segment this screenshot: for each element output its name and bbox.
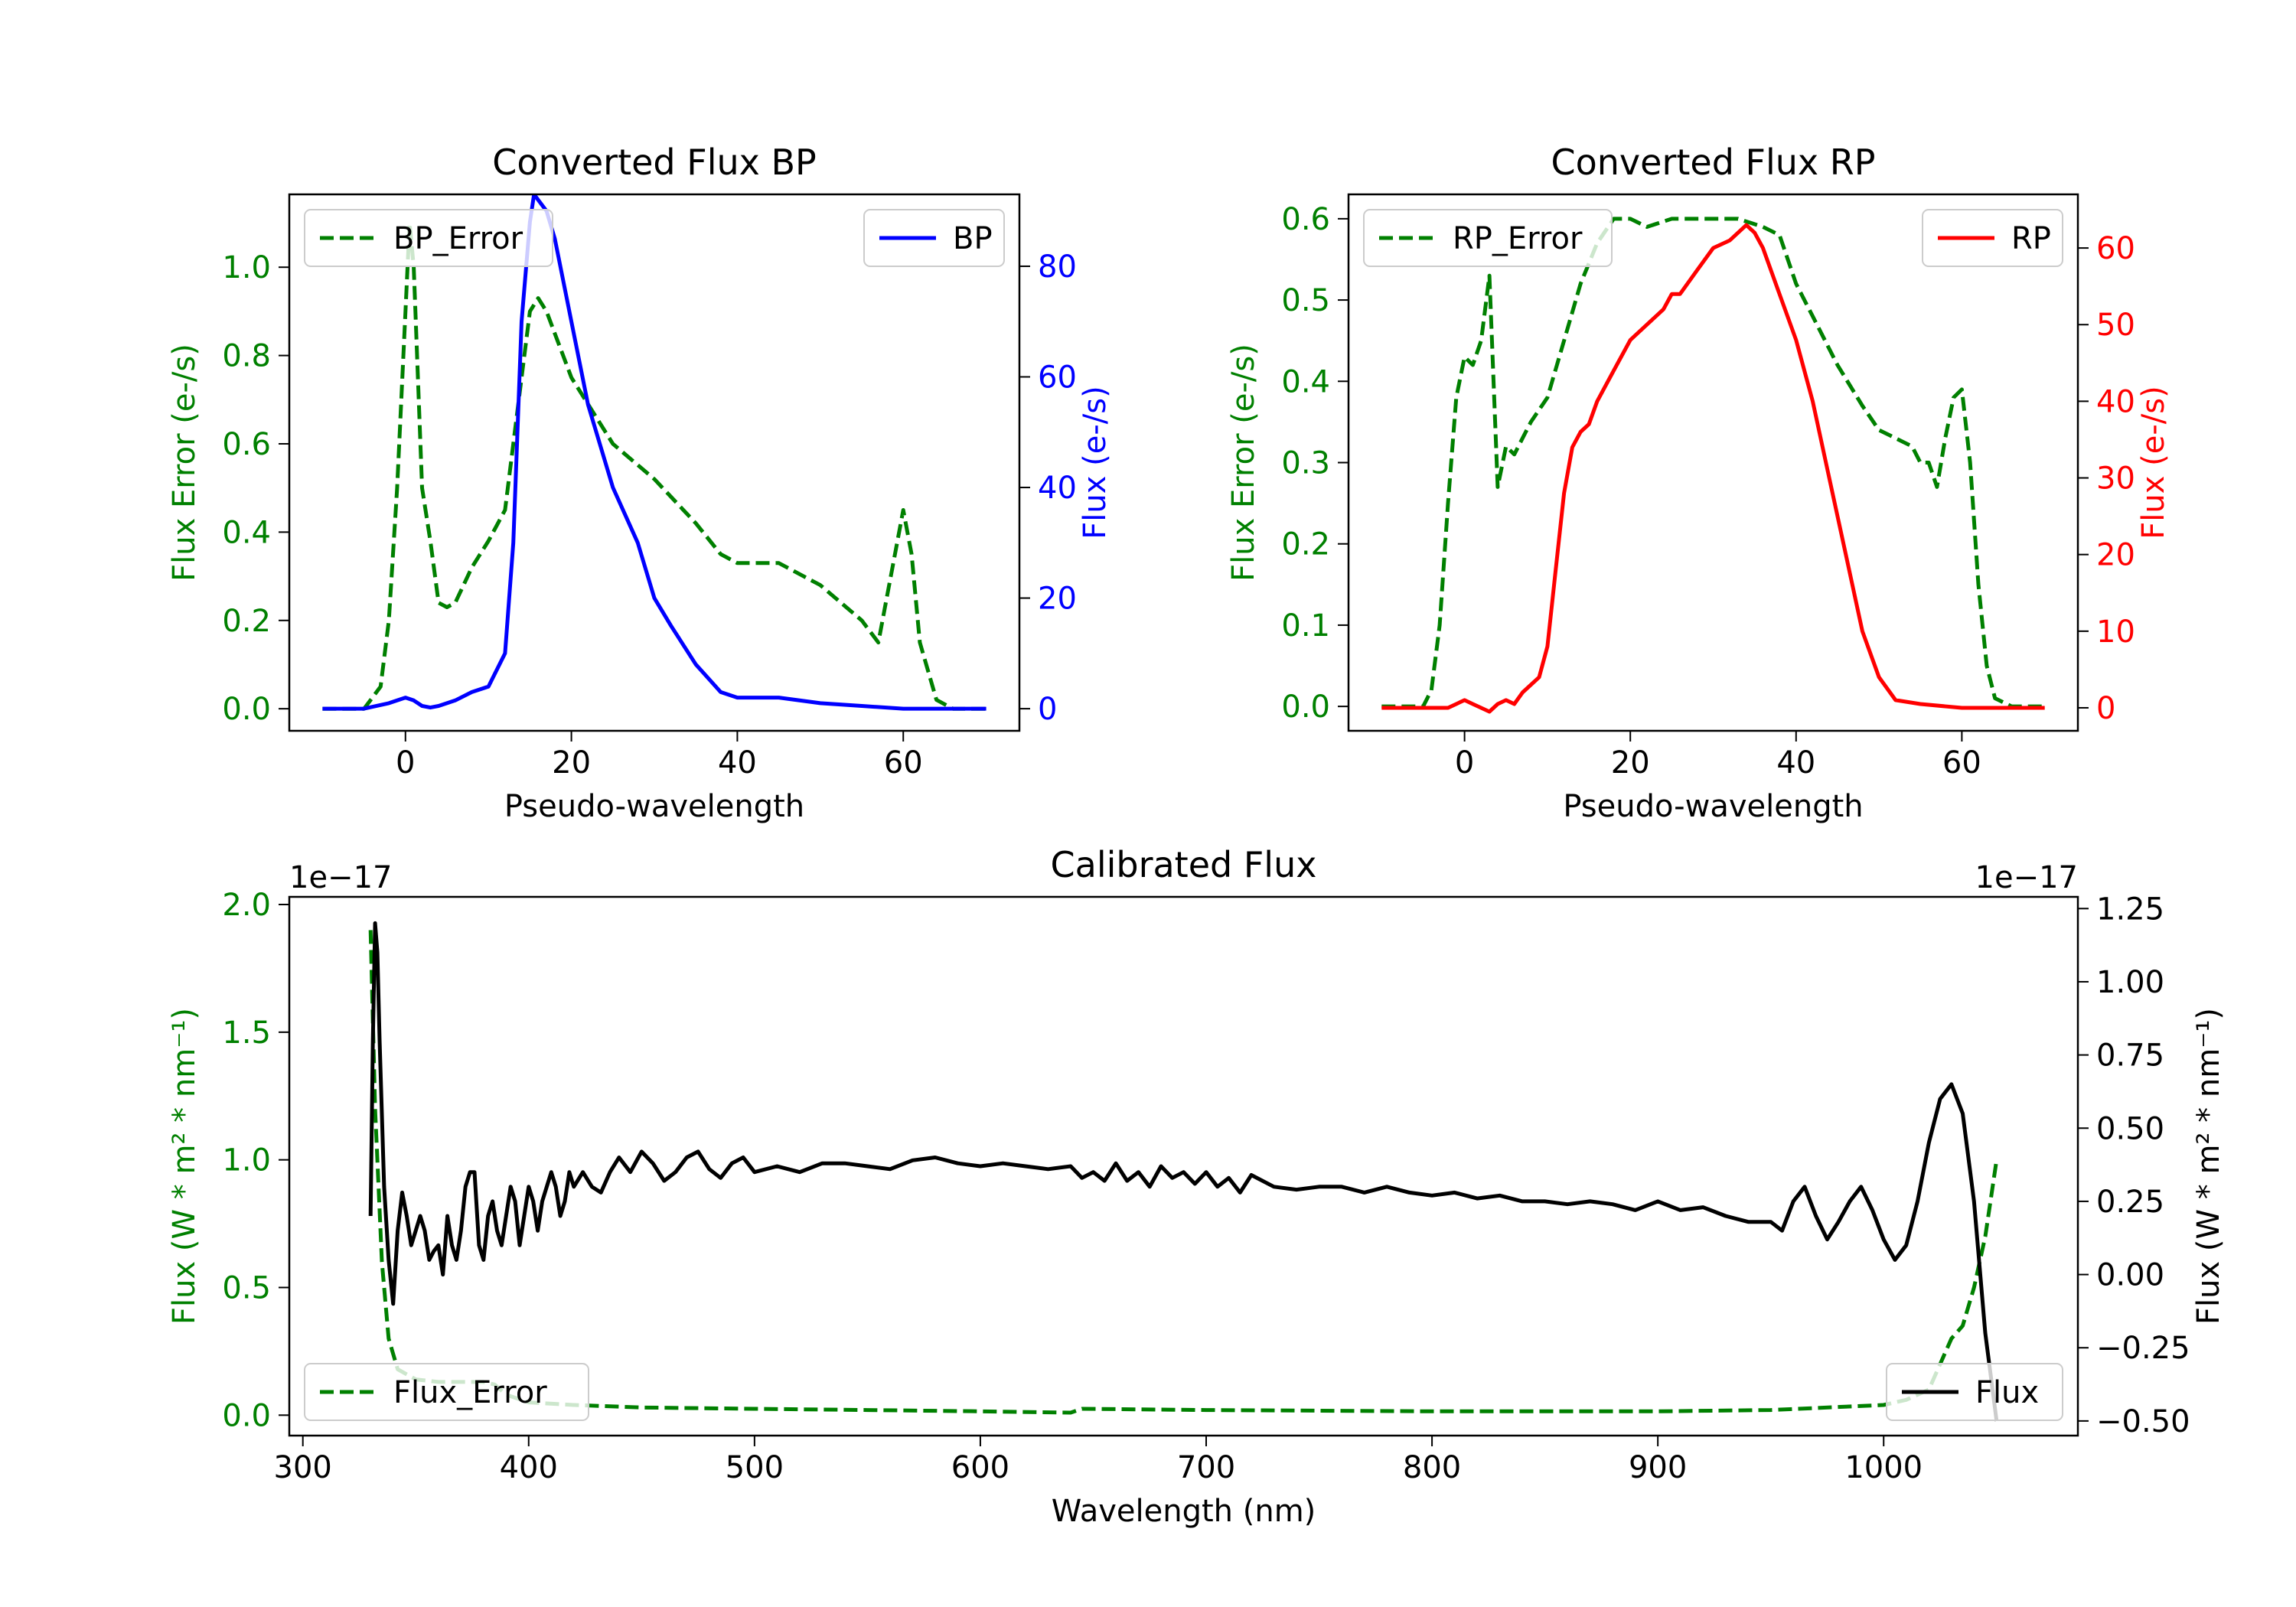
- x-tick-label: 0: [1455, 745, 1474, 781]
- y-right-tick-label: 60: [1038, 360, 1077, 395]
- plot-frame: [288, 895, 2079, 1437]
- x-tick-label: 1000: [1844, 1450, 1923, 1485]
- y-left-tick-label: 2.0: [222, 888, 271, 923]
- chart-title: Converted Flux BP: [492, 142, 817, 183]
- y-left-tick-label: 0.2: [222, 604, 271, 639]
- y-left-tick-label: 0.5: [1281, 283, 1330, 318]
- y-right-tick-label: 0.00: [2096, 1258, 2164, 1293]
- y-right-axis-label: Flux (W * m² * nm⁻¹): [2191, 1008, 2226, 1325]
- x-tick-label: 900: [1629, 1450, 1687, 1485]
- y-left-tick-label: 0.5: [222, 1270, 271, 1305]
- legend-box: [1886, 1363, 2063, 1421]
- y-right-tick-label: 1.00: [2096, 965, 2164, 1000]
- y-left-tick-label: 0.6: [222, 427, 271, 462]
- y-left-tick-label: 1.0: [222, 1143, 271, 1178]
- x-tick-label: 500: [726, 1450, 784, 1485]
- x-tick-label: 60: [884, 745, 923, 781]
- x-tick-label: 400: [500, 1450, 558, 1485]
- legend-label: BP: [953, 221, 993, 256]
- legend-label: BP_Error: [393, 221, 523, 256]
- series-line-bp: [322, 194, 987, 711]
- chart-title: Calibrated Flux: [1051, 844, 1317, 885]
- y-right-tick-label: −0.25: [2096, 1331, 2190, 1366]
- y-left-tick-label: 0.2: [1281, 527, 1330, 562]
- y-right-tick-label: 0.50: [2096, 1111, 2164, 1146]
- x-tick-label: 20: [1611, 745, 1650, 781]
- y-right-tick-label: −0.50: [2096, 1404, 2190, 1439]
- y-left-tick-label: 0.0: [222, 1398, 271, 1433]
- y-right-tick-label: 30: [2096, 461, 2135, 497]
- legend-box: [304, 209, 553, 267]
- y-right-tick-label: 0.25: [2096, 1185, 2164, 1220]
- legend-box: [304, 1363, 589, 1421]
- x-tick-label: 60: [1942, 745, 1981, 781]
- y-left-tick-label: 0.4: [1281, 364, 1330, 399]
- x-tick-label: 0: [396, 745, 415, 781]
- series-line-rp-error: [1381, 217, 2045, 709]
- y-right-tick-label: 40: [1038, 471, 1077, 506]
- series-line-flux: [368, 921, 1999, 1422]
- y-right-tick-label: 0: [1038, 692, 1057, 727]
- legend-bp-error: BP_Error: [304, 209, 553, 267]
- y-left-tick-label: 1.0: [222, 250, 271, 285]
- series-line-rp: [1381, 223, 2045, 714]
- y-left-tick-label: 0.0: [222, 692, 271, 727]
- legend-label: RP_Error: [1453, 221, 1583, 256]
- y-right-tick-label: 50: [2096, 308, 2135, 343]
- y-left-tick-label: 0.1: [1281, 608, 1330, 644]
- legend-rp: RP: [1922, 209, 2063, 267]
- y-right-axis-label: Flux (e-/s): [2136, 386, 2171, 539]
- y-right-tick-label: 1.25: [2096, 892, 2164, 927]
- chart-title: Converted Flux RP: [1551, 142, 1876, 183]
- y-right-tick-label: 10: [2096, 614, 2135, 650]
- y-right-tick-label: 0: [2096, 691, 2115, 726]
- legend-bp: BP: [863, 209, 1005, 267]
- y-left-tick-label: 0.6: [1281, 202, 1330, 237]
- x-tick-label: 40: [1776, 745, 1815, 781]
- x-axis-label: Wavelength (nm): [1052, 1494, 1316, 1529]
- x-tick-label: 600: [951, 1450, 1009, 1485]
- charts-container: 0 20 40 600.00.20.40.60.81.0020406080Conver…: [167, 142, 2226, 1529]
- legend-label: RP: [2011, 221, 2051, 256]
- y-right-tick-label: 80: [1038, 249, 1077, 285]
- y-left-tick-label: 0.4: [222, 515, 271, 550]
- x-tick-label: 20: [552, 745, 591, 781]
- legend-label: Flux: [1975, 1375, 2039, 1410]
- x-tick-label: 300: [274, 1450, 332, 1485]
- y-right-tick-label: 0.75: [2096, 1038, 2164, 1074]
- x-tick-label: 800: [1403, 1450, 1461, 1485]
- y-right-offset-label: 1e−17: [1975, 860, 2078, 895]
- legend-flux: Flux: [1886, 1363, 2063, 1421]
- y-right-tick-label: 60: [2096, 231, 2135, 266]
- x-tick-label: 700: [1177, 1450, 1235, 1485]
- chart-calibrated-flux: 300 400 500 600 700 800 900 1000 0.0 0.5 1.0 1.5 2.0…: [167, 844, 2226, 1529]
- legend-rp-error: RP_Error: [1363, 209, 1613, 267]
- legend-flux-error: Flux_Error: [304, 1363, 589, 1421]
- legend-label: Flux_Error: [393, 1375, 547, 1410]
- y-left-axis-label: Flux Error (e-/s): [167, 344, 202, 582]
- x-axis-label: Pseudo-wavelength: [1563, 789, 1863, 824]
- y-left-tick-label: 0.0: [1281, 689, 1330, 725]
- y-left-axis-label: Flux (W * m² * nm⁻¹): [167, 1008, 202, 1325]
- legend-box: [1363, 209, 1613, 267]
- y-right-tick-label: 40: [2096, 384, 2135, 419]
- chart-converted-flux-rp: 0 20 40 60 0.0 0.1 0.2 0.3 0.4 0.5 0.6 0 10 20 30 40 50 6…: [1226, 142, 2171, 824]
- x-tick-label: 40: [718, 745, 757, 781]
- y-left-offset-label: 1e−17: [289, 860, 392, 895]
- y-left-tick-label: 0.8: [222, 339, 271, 374]
- y-left-tick-label: 0.3: [1281, 446, 1330, 481]
- chart-converted-flux-bp: 0 20 40 60 0.0 0.2 0.4 0.6 0.8 1.0 0 20 40 60 80 Conver…: [167, 142, 1113, 824]
- y-right-tick-label: 20: [1038, 582, 1077, 617]
- x-axis-label: Pseudo-wavelength: [504, 789, 804, 824]
- y-left-tick-label: 1.5: [222, 1015, 271, 1051]
- y-left-axis-label: Flux Error (e-/s): [1226, 344, 1261, 582]
- y-right-tick-label: 20: [2096, 538, 2135, 573]
- y-right-axis-label: Flux (e-/s): [1078, 386, 1113, 539]
- plot-frame: [288, 193, 1021, 732]
